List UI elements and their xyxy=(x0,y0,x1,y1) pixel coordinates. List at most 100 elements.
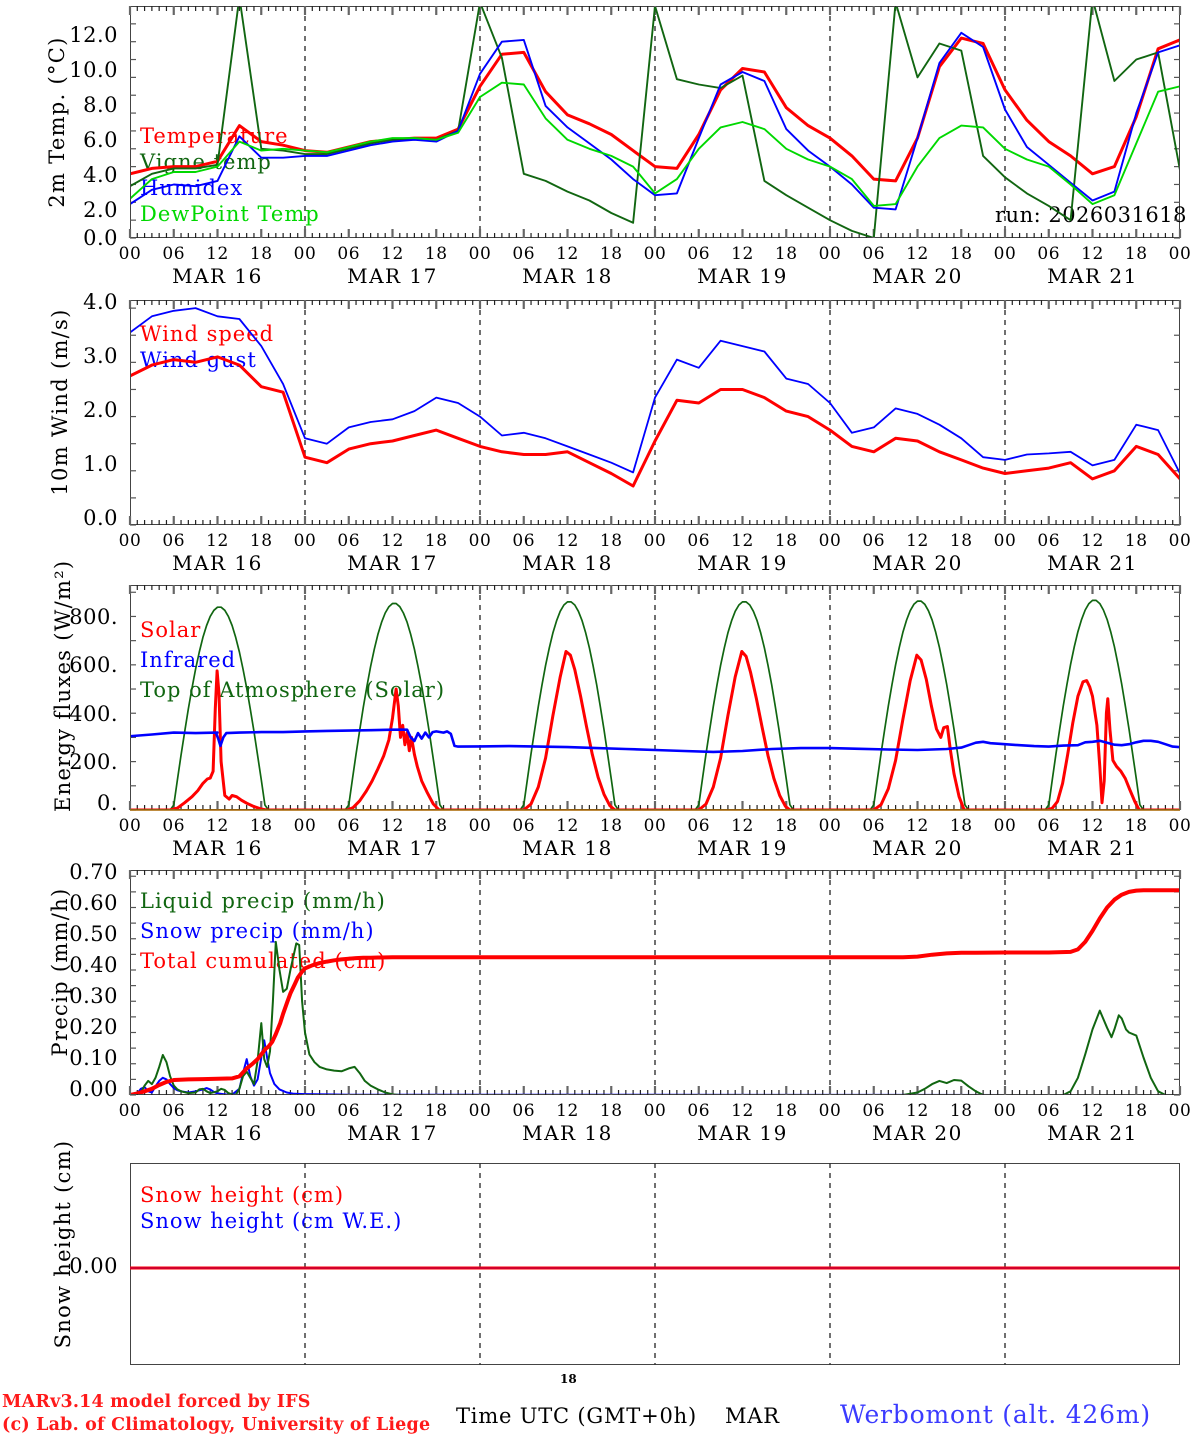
xtick-hour: 00 xyxy=(468,244,492,264)
station-label: Werbomont (alt. 426m) xyxy=(840,1400,1151,1429)
xtick-hour: 18 xyxy=(1124,1101,1148,1121)
day-label: MAR 19 xyxy=(697,836,788,860)
ytick-precip-070: 0.70 xyxy=(69,860,118,884)
ytick-temp-2: 2.0 xyxy=(83,198,118,222)
day-label: MAR 19 xyxy=(697,551,788,575)
legend-dewpoint-temp: DewPoint Temp xyxy=(140,202,320,226)
xtick-hour: 00 xyxy=(118,1101,142,1121)
ytick-energy-800: 800. xyxy=(69,605,118,629)
xtick-hour: 06 xyxy=(1037,1101,1061,1121)
xtick-hour: 12 xyxy=(206,816,229,836)
day-label: MAR 21 xyxy=(1047,264,1138,288)
xtick-hour: 18 xyxy=(424,244,448,264)
xtick-hour: 12 xyxy=(206,1101,229,1121)
day-label: MAR 19 xyxy=(697,264,788,288)
ytick-precip-060: 0.60 xyxy=(69,891,118,915)
xtick-hour: 00 xyxy=(643,531,667,551)
day-label: MAR 21 xyxy=(1047,1121,1138,1145)
xtick-hour: 12 xyxy=(1081,816,1104,836)
xtick-hour: 06 xyxy=(512,816,536,836)
xtick-hour: 18 xyxy=(599,816,623,836)
footer-model-line1: MARv3.14 model forced by IFS xyxy=(2,1392,311,1412)
day-label: MAR 20 xyxy=(872,1121,963,1145)
xtick-hour: 00 xyxy=(818,244,842,264)
ytick-precip-010: 0.10 xyxy=(69,1046,118,1070)
panel-energy-fluxes: Energy fluxes (W/m²) 800. 600. 400. 200.… xyxy=(0,560,1194,862)
xtick-hour: 18 xyxy=(249,244,273,264)
xtick-hour: 18 xyxy=(424,1101,448,1121)
xtick-hour: 18 xyxy=(1124,816,1148,836)
precip-curves xyxy=(128,870,1182,1096)
xtick-hour: 18 xyxy=(1124,244,1148,264)
xtick-hour: 12 xyxy=(1081,244,1104,264)
xtick-hour: 12 xyxy=(731,816,754,836)
xtick-hour: 06 xyxy=(687,244,711,264)
xtick-hour: 12 xyxy=(731,244,754,264)
day-label: MAR 20 xyxy=(872,264,963,288)
ytick-wind-4: 4.0 xyxy=(83,290,118,314)
xaxis-caption: Time UTC (GMT+0h) xyxy=(456,1404,697,1428)
ytick-temp-8: 8.0 xyxy=(83,93,118,117)
ytick-wind-2: 2.0 xyxy=(83,398,118,422)
ytick-wind-1: 1.0 xyxy=(83,452,118,476)
xtick-hour: 18 xyxy=(774,1101,798,1121)
panel-precip: Precip (mm/h) 0.70 0.60 0.50 0.40 0.30 0… xyxy=(0,860,1194,1147)
run-label: run: 2026031618 xyxy=(995,203,1187,227)
xtick-hour: 06 xyxy=(512,1101,536,1121)
xtick-hour: 12 xyxy=(556,816,579,836)
xtick-hour: 00 xyxy=(643,244,667,264)
xtick-hour: 18 xyxy=(949,244,973,264)
panel-wind: 10m Wind (m/s) 4.0 3.0 2.0 1.0 0.0 Wind … xyxy=(0,290,1194,577)
xtick-hour: 12 xyxy=(206,244,229,264)
day-label: MAR 17 xyxy=(347,551,438,575)
xtick-hour: 12 xyxy=(381,531,404,551)
ytick-temp-6: 6.0 xyxy=(83,128,118,152)
day-label: MAR 18 xyxy=(522,836,613,860)
xtick-hour: 18 xyxy=(949,531,973,551)
xtick-hour: 00 xyxy=(1168,816,1192,836)
xtick-hour: 00 xyxy=(643,1101,667,1121)
day-label: MAR 21 xyxy=(1047,551,1138,575)
xtick-hour: 12 xyxy=(206,531,229,551)
xtick-hour: 00 xyxy=(1168,1101,1192,1121)
xtick-hour: 06 xyxy=(512,531,536,551)
xtick-hour: 12 xyxy=(556,1101,579,1121)
xtick-hour: 00 xyxy=(118,531,142,551)
xtick-hour: 06 xyxy=(687,816,711,836)
xtick-hour: 18 xyxy=(249,531,273,551)
ytick-precip-030: 0.30 xyxy=(69,984,118,1008)
xtick-hour: 06 xyxy=(1037,244,1061,264)
xtick-hour: 12 xyxy=(556,244,579,264)
xtick-hour: 06 xyxy=(687,1101,711,1121)
xaxis-month: MAR xyxy=(725,1404,780,1428)
legend-infrared: Infrared xyxy=(140,648,237,672)
day-label: MAR 17 xyxy=(347,836,438,860)
xtick-hour: 12 xyxy=(731,1101,754,1121)
day-label: MAR 16 xyxy=(172,551,263,575)
xtick-hour: 18 xyxy=(599,1101,623,1121)
ytick-temp-0: 0.0 xyxy=(83,226,118,250)
legend-snow-height: Snow height (cm) xyxy=(140,1183,345,1207)
xtick-hour: 06 xyxy=(337,244,361,264)
day-label: MAR 18 xyxy=(522,264,613,288)
ytick-precip-020: 0.20 xyxy=(69,1015,118,1039)
ytick-temp-10: 10.0 xyxy=(69,58,118,82)
xtick-hour: 06 xyxy=(162,1101,186,1121)
xtick-hour: 06 xyxy=(1037,531,1061,551)
xtick-hour: 00 xyxy=(293,244,317,264)
legend-snow-precip: Snow precip (mm/h) xyxy=(140,919,375,943)
xtick-hour: 18 xyxy=(249,816,273,836)
xtick-hour: 00 xyxy=(118,244,142,264)
xtick-hour: 00 xyxy=(293,816,317,836)
xtick-hour: 12 xyxy=(906,531,929,551)
panel-temperature: 2m Temp. (°C) 12.0 10.0 8.0 6.0 4.0 2.0 … xyxy=(0,0,1194,292)
xtick-hour: 00 xyxy=(818,816,842,836)
xaxis-tiny-tick: 18 xyxy=(560,1372,577,1386)
ytick-energy-200: 200. xyxy=(69,750,118,774)
xtick-hour: 12 xyxy=(906,1101,929,1121)
xtick-hour: 12 xyxy=(556,531,579,551)
legend-snow-height-we: Snow height (cm W.E.) xyxy=(140,1209,403,1233)
xtick-hour: 18 xyxy=(1124,531,1148,551)
day-label: MAR 17 xyxy=(347,1121,438,1145)
xtick-hour: 06 xyxy=(162,531,186,551)
